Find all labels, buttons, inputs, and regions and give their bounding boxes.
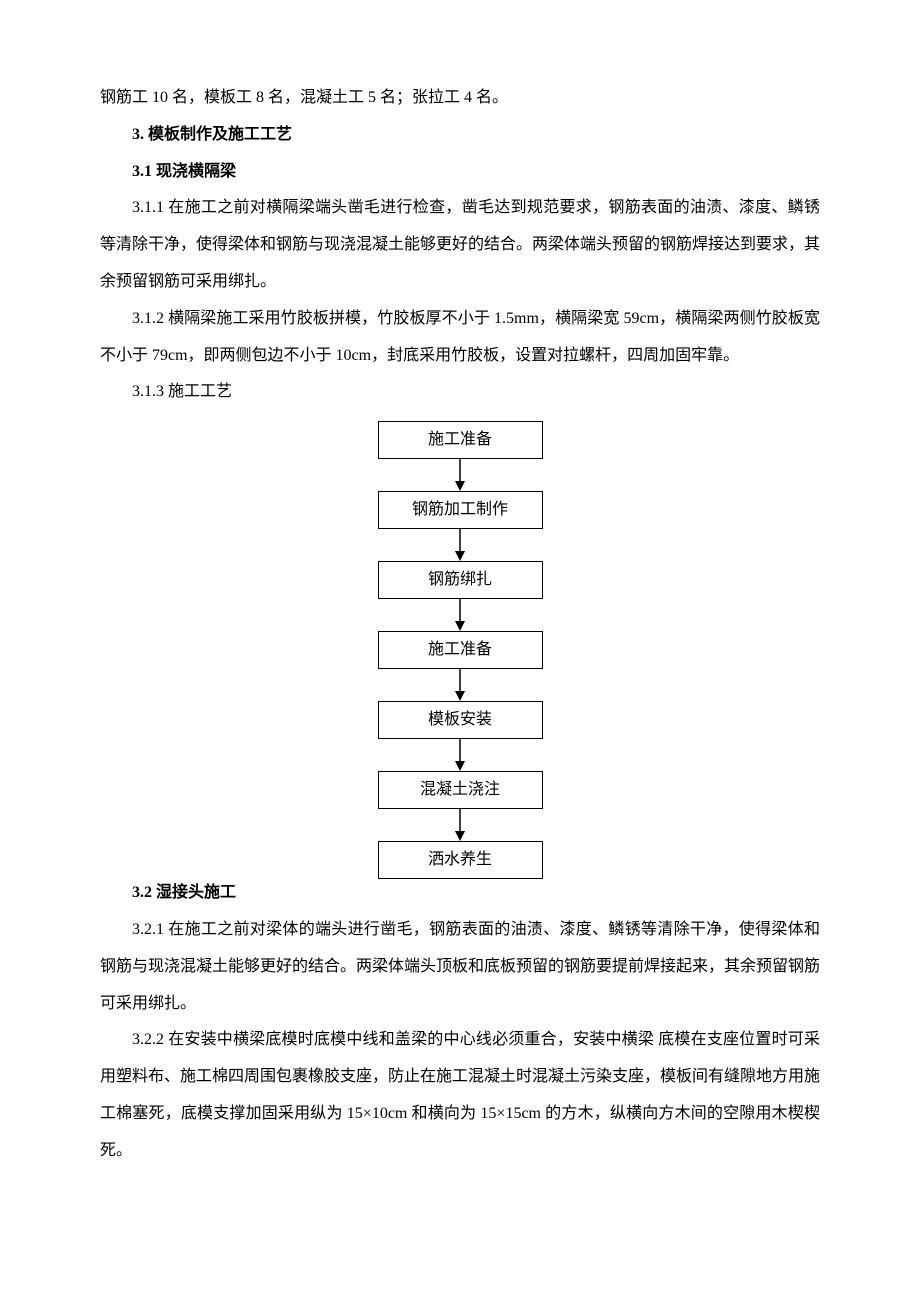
flow-arrow-icon	[453, 529, 467, 561]
flow-arrow-icon	[453, 459, 467, 491]
flow-arrow-icon	[453, 809, 467, 841]
paragraph-workers: 钢筋工 10 名，模板工 8 名，混凝土工 5 名；张拉工 4 名。	[100, 80, 820, 117]
flow-node-3: 施工准备	[378, 631, 543, 669]
construction-flowchart: 施工准备 钢筋加工制作 钢筋绑扎 施工准备 模板安装 混凝土浇注 洒水养生	[100, 421, 820, 879]
paragraph-3-2-1: 3.2.1 在施工之前对梁体的端头进行凿毛，钢筋表面的油渍、漆度、鳞锈等清除干净…	[100, 912, 820, 1022]
heading-3-2: 3.2 湿接头施工	[100, 875, 820, 912]
flow-arrow-icon	[453, 739, 467, 771]
flow-node-5: 混凝土浇注	[378, 771, 543, 809]
paragraph-3-1-3: 3.1.3 施工工艺	[100, 374, 820, 411]
flow-node-2: 钢筋绑扎	[378, 561, 543, 599]
flow-arrow-icon	[453, 669, 467, 701]
heading-3-1: 3.1 现浇横隔梁	[100, 154, 820, 191]
flow-node-1: 钢筋加工制作	[378, 491, 543, 529]
flow-node-6: 洒水养生	[378, 841, 543, 879]
paragraph-3-1-1: 3.1.1 在施工之前对横隔梁端头凿毛进行检查，凿毛达到规范要求，钢筋表面的油渍…	[100, 190, 820, 300]
flow-node-0: 施工准备	[378, 421, 543, 459]
heading-3: 3. 模板制作及施工工艺	[100, 117, 820, 154]
flow-node-4: 模板安装	[378, 701, 543, 739]
paragraph-3-1-2: 3.1.2 横隔梁施工采用竹胶板拼模，竹胶板厚不小于 1.5mm，横隔梁宽 59…	[100, 301, 820, 375]
paragraph-3-2-2: 3.2.2 在安装中横梁底模时底模中线和盖梁的中心线必须重合，安装中横梁 底模在…	[100, 1022, 820, 1169]
flow-arrow-icon	[453, 599, 467, 631]
